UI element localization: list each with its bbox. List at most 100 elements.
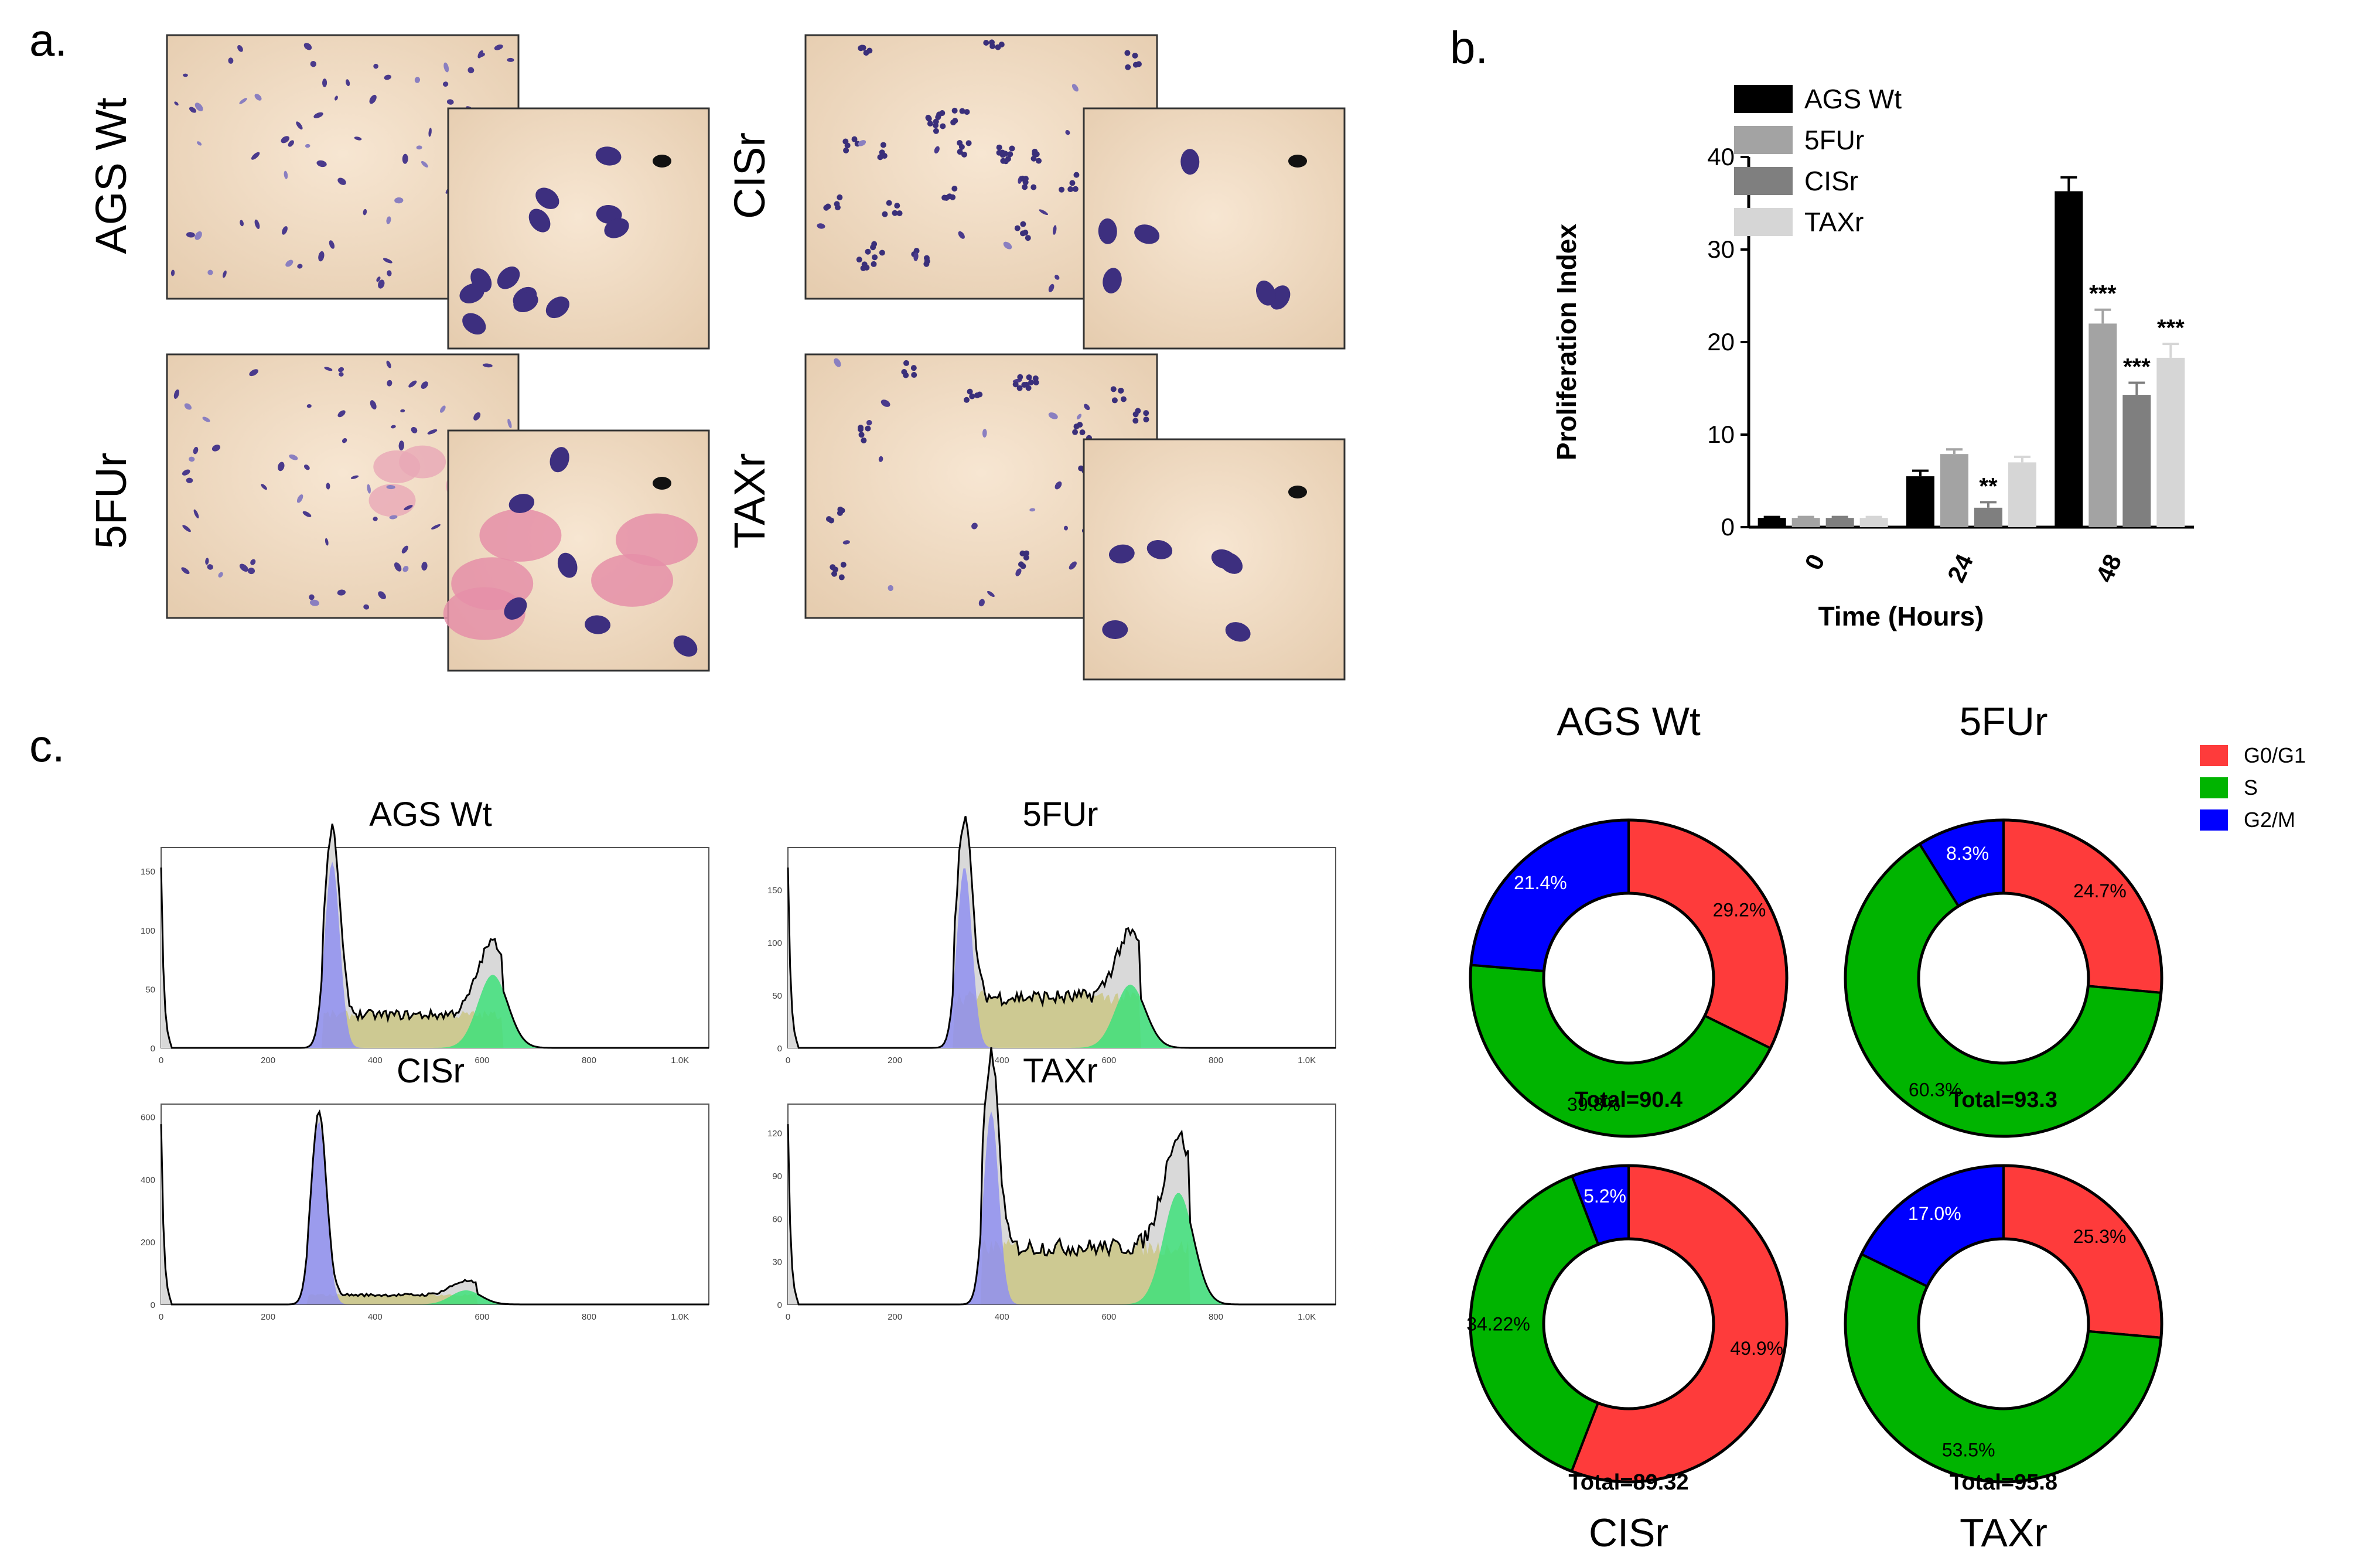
cell-nucleus [858,426,864,432]
cell-nucleus [249,369,258,377]
cell-nucleus [389,515,398,520]
hist-x-tick-label: 400 [368,1055,383,1065]
inset-nucleus [585,615,611,634]
donut-slice-label: 5.2% [1584,1186,1626,1207]
histogram-frame [161,1104,709,1305]
cell-nucleus [983,40,989,46]
cell-nucleus [1054,275,1060,280]
cell-nucleus [933,128,939,134]
hist-outline [160,824,709,1049]
cell-nucleus [830,564,836,571]
bar [1791,518,1820,527]
hist-y-tick-label: 600 [141,1112,155,1122]
cell-nucleus [431,524,441,530]
hist-x-tick-label: 800 [582,1312,596,1322]
micrograph-label: 5FUr [87,453,135,549]
histogram-title: 5FUr [1023,795,1098,833]
bar [2055,191,2083,528]
cell-nucleus [858,432,865,438]
cell-nucleus [995,44,1001,50]
donut-slice-label: 17.0% [1908,1203,1961,1224]
donut-hole [1917,1237,2090,1410]
cell-nucleus [237,45,243,52]
cell-nucleus [1003,241,1012,250]
cell-nucleus [370,400,377,410]
cell-nucleus [996,149,1002,156]
cell-nucleus [1084,404,1090,411]
micrograph-label: CISr [725,132,774,219]
cell-nucleus [950,194,956,200]
hist-x-tick-label: 0 [786,1055,790,1065]
cell-nucleus [386,216,391,224]
cell-nucleus [309,594,315,600]
cell-nucleus [1026,374,1032,381]
cell-nucleus [186,477,193,483]
donut-legend-label: G2/M [2244,808,2295,832]
hist-x-tick-label: 200 [888,1312,902,1322]
cell-nucleus [363,209,367,216]
legend-label: 5FUr [1804,125,1864,155]
debris-spot [653,155,671,168]
hist-x-tick-label: 0 [159,1312,163,1322]
hist-s-phase-area [161,1293,709,1304]
hist-x-tick-label: 200 [261,1055,275,1065]
cell-nucleus [865,248,871,255]
cell-nucleus [856,257,862,263]
x-tick-label: 0 [1799,550,1830,574]
cell-nucleus [901,369,907,375]
histogram-title: TAXr [1023,1052,1098,1090]
bar [1906,476,1934,527]
bar [1757,518,1786,527]
donut-slice-label: 34.22% [1466,1314,1530,1335]
cell-nucleus [387,380,393,387]
cell-nucleus [858,45,864,52]
inset-nucleus [1108,544,1135,563]
cell-nucleus [878,456,883,462]
donut-title: AGS Wt [1557,699,1701,744]
panel-b-bar-chart: 0 10 20 30 40 Proliferation Index Time (Hours)… [1551,84,2194,631]
cell-nucleus [1016,385,1023,391]
y-axis-title: Proliferation Index [1551,224,1582,460]
cell-nucleus [482,363,493,368]
cell-nucleus [400,409,405,413]
cell-nucleus [941,194,948,201]
hist-y-tick-label: 120 [767,1129,782,1139]
panel-label-c: c. [29,720,65,771]
cell-nucleus [324,367,333,371]
cell-nucleus [373,517,378,521]
cell-nucleus [957,149,963,155]
hist-s-phase-area [161,1010,709,1048]
cell-nucleus [443,62,449,73]
cell-nucleus [903,360,910,366]
significance-marker: *** [2157,315,2185,341]
inset-nucleus [1102,620,1128,639]
cell-nucleus [982,429,987,438]
cell-nucleus [996,144,1002,151]
cell-nucleus [254,94,262,101]
cell-nucleus [416,145,422,150]
cell-nucleus [1033,379,1039,385]
cell-nucleus [951,107,958,114]
cell-nucleus [964,109,970,115]
cell-nucleus [840,562,847,568]
cell-nucleus [218,572,223,578]
cell-nucleus [1025,385,1032,391]
cell-nucleus [969,393,975,399]
cell-nucleus [913,252,919,261]
debris-spot [1288,155,1307,168]
donut-slice-label: 29.2% [1713,900,1766,921]
hist-x-tick-label: 200 [261,1312,275,1322]
debris-spot [1288,486,1307,498]
cell-nucleus [1048,283,1054,292]
cell-nucleus [933,118,939,125]
cell-nucleus [211,445,221,452]
cell-nucleus [910,365,917,371]
donut-legend-swatch [2200,777,2228,798]
cell-nucleus [1014,225,1021,231]
bar [1940,454,1968,527]
micrograph-label: TAXr [725,453,774,548]
x-axis-title: Time (Hours) [1818,601,1984,631]
hist-y-tick-label: 0 [151,1044,155,1054]
y-tick-label: 10 [1707,421,1735,448]
